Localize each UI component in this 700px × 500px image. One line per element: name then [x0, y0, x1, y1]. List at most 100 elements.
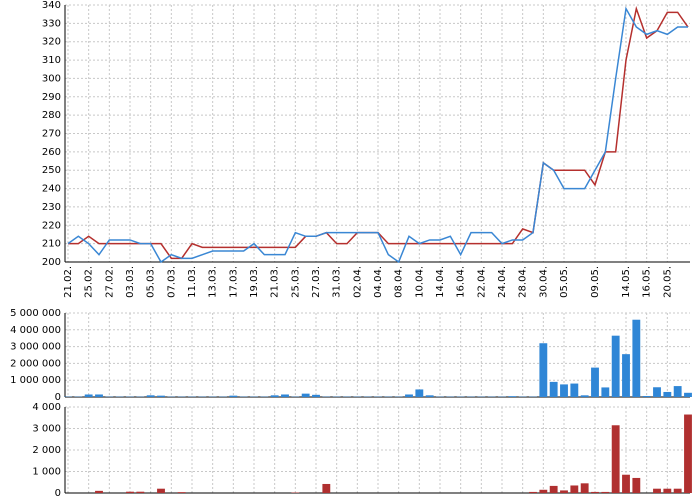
volume-bar [177, 492, 186, 493]
volume-bar [312, 394, 320, 397]
y-tick-label: 260 [42, 147, 61, 158]
volume-bar [601, 491, 610, 493]
x-tick-label: 04.04. [373, 266, 384, 298]
x-tick-label: 14.05. [621, 266, 632, 298]
x-tick-label: 24.04. [497, 266, 508, 298]
x-tick-label: 05.03. [146, 266, 157, 298]
volume-bar [642, 395, 651, 397]
price-line [67, 6, 688, 264]
x-tick-label: 21.02. [63, 266, 74, 298]
y-tick-label: 310 [42, 55, 61, 66]
volume-bar [560, 384, 568, 397]
x-tick-label: 13.03. [208, 266, 219, 298]
y-tick-label: 340 [42, 0, 61, 11]
volume-bar [281, 394, 289, 397]
volume-bar [622, 474, 630, 493]
volume-bar [146, 395, 155, 397]
volume-bar [580, 395, 589, 397]
x-tick-label: 10.04. [414, 266, 425, 298]
y-tick-label: 0 [55, 488, 61, 499]
x-tick-label: 22.04. [476, 266, 487, 298]
x-tick-label: 08.04. [394, 266, 405, 298]
x-tick-label: 21.03. [270, 266, 281, 298]
x-tick-label: 09.05. [590, 266, 601, 298]
y-tick-label: 4 000 [32, 402, 61, 413]
volume-bar [425, 395, 434, 397]
x-tick-label: 14.04. [435, 266, 446, 298]
volume-bar [632, 477, 641, 493]
volume-bar [126, 491, 134, 493]
volume-bar [95, 394, 103, 397]
y-tick-label: 200 [42, 257, 61, 268]
y-tick-label: 1 000 000 [10, 375, 61, 386]
x-tick-label: 19.03. [249, 266, 260, 298]
x-tick-label: 07.03. [166, 266, 177, 298]
volume-bar [539, 343, 548, 397]
volume-bar [301, 393, 310, 397]
volume-bar [136, 491, 145, 493]
volume-bar [405, 394, 413, 397]
volume-bar [663, 391, 672, 397]
y-tick-label: 2 000 000 [10, 358, 61, 369]
volume-bar [611, 335, 620, 397]
volume-bar [157, 395, 165, 397]
volume-bar [673, 386, 682, 397]
volume-bar [570, 485, 579, 493]
volume-bar [549, 381, 558, 397]
volume-bar [570, 383, 579, 397]
x-tick-label: 16.04. [456, 266, 467, 298]
volume-bar [663, 488, 672, 493]
volume-bar [539, 489, 548, 493]
x-tick-label: 27.02. [104, 266, 115, 298]
y-tick-label: 280 [42, 110, 61, 121]
volume-bar [591, 491, 599, 493]
volume-bar [322, 483, 331, 493]
y-tick-label: 0 [55, 392, 61, 403]
volume-bar [229, 395, 238, 397]
x-tick-label: 11.03. [187, 266, 198, 298]
y-tick-label: 330 [42, 18, 61, 29]
volume-bar [632, 319, 641, 397]
volume-bar [84, 394, 93, 397]
y-tick-label: 270 [42, 129, 61, 140]
x-tick-label: 25.03. [290, 266, 301, 298]
volume-bar [270, 395, 279, 397]
volume-bar [508, 396, 517, 397]
y-tick-label: 220 [42, 220, 61, 231]
volume-bar [601, 387, 610, 397]
x-tick-label: 30.04. [538, 266, 549, 298]
x-tick-label: 20.05. [662, 266, 673, 298]
volume-bar [157, 488, 165, 493]
x-tick-label: 25.02. [84, 266, 95, 298]
volume-bar [653, 488, 661, 493]
volume-bar [684, 414, 692, 493]
y-tick-label: 320 [42, 37, 61, 48]
y-tick-label: 5 000 000 [10, 308, 61, 319]
x-tick-label: 27.03. [311, 266, 322, 298]
y-tick-label: 2 000 [32, 445, 61, 456]
x-tick-label: 17.03. [228, 266, 239, 298]
x-tick-label: 16.05. [642, 266, 653, 298]
volume-bar [549, 485, 558, 493]
volume-bar [95, 490, 103, 493]
y-tick-label: 290 [42, 92, 61, 103]
volume-bar [622, 354, 630, 397]
y-tick-label: 1 000 [32, 467, 61, 478]
volume-bar [653, 387, 661, 397]
y-tick-label: 4 000 000 [10, 325, 61, 336]
x-tick-label: 02.04. [352, 266, 363, 298]
y-tick-label: 3 000 000 [10, 342, 61, 353]
volume-bar [611, 425, 620, 493]
y-tick-label: 250 [42, 165, 61, 176]
volume-bar [591, 367, 599, 397]
volume-bar [580, 483, 589, 493]
volume-bar [684, 392, 692, 397]
x-tick-label: 28.04. [518, 266, 529, 298]
y-tick-label: 210 [42, 239, 61, 250]
y-tick-label: 230 [42, 202, 61, 213]
y-tick-label: 240 [42, 184, 61, 195]
volume-bar [415, 389, 424, 397]
volume-bar [673, 488, 682, 493]
volume-bar [560, 490, 568, 493]
